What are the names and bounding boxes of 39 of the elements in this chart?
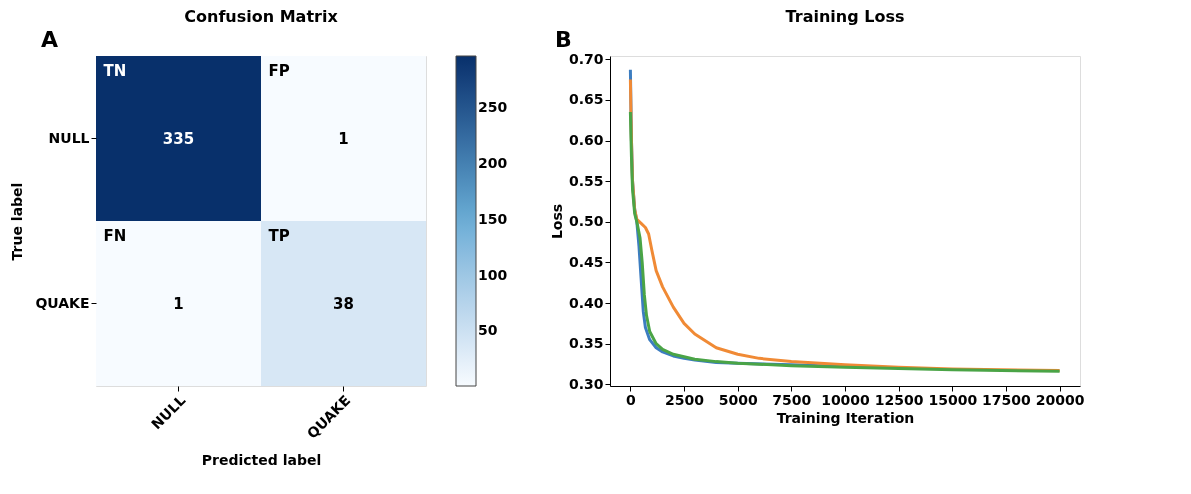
y-tick-label: 0.45 <box>568 253 604 270</box>
data-label: 335 <box>162 129 195 148</box>
annotation: TN <box>103 61 127 80</box>
color-bar-label: 100 <box>478 266 508 283</box>
color-bar-label: 250 <box>478 99 508 116</box>
x-tick-label: 17500 <box>982 391 1032 408</box>
y-tick-label: 0.35 <box>568 335 604 352</box>
x-axis-title: Training Iteration <box>776 409 915 426</box>
chart-title: Confusion Matrix <box>184 7 339 26</box>
x-axis-title: Predicted label <box>201 451 322 468</box>
y-tick-label: 0.50 <box>568 213 604 230</box>
y-tick-label: 0.65 <box>568 91 604 108</box>
x-tick-label: 7500 <box>772 391 812 408</box>
y-tick-label: 0.30 <box>568 375 604 392</box>
chart-title: Training Loss <box>785 7 905 26</box>
x-tick-label: 5000 <box>718 391 758 408</box>
color-bar-label: 200 <box>478 155 508 172</box>
x-tick-label: 0 <box>626 391 637 408</box>
text: B <box>555 27 572 52</box>
x-tick-label: 15000 <box>928 391 978 408</box>
y-tick-label: 0.70 <box>568 50 604 67</box>
annotation: FP <box>268 61 290 80</box>
annotation: FN <box>103 226 127 245</box>
x-tick-label: 2500 <box>665 391 705 408</box>
color-bar-label: 150 <box>478 210 508 227</box>
text: A <box>41 27 59 52</box>
data-label: 1 <box>338 129 349 148</box>
x-tick-label: 12500 <box>874 391 924 408</box>
y-tick-label: 0.40 <box>568 294 604 311</box>
x-tick-label: 20000 <box>1035 391 1085 408</box>
annotation: TP <box>268 226 290 245</box>
data-label: 38 <box>333 294 354 313</box>
y-axis-title: Loss <box>548 203 565 240</box>
y-tick-label: 0.55 <box>568 172 604 189</box>
color-bar-label: 50 <box>478 322 498 339</box>
x-tick-label: 10000 <box>821 391 871 408</box>
y-axis-title: True label <box>9 182 26 261</box>
y-tick-label: 0.60 <box>568 132 604 149</box>
data-label: 1 <box>173 294 184 313</box>
